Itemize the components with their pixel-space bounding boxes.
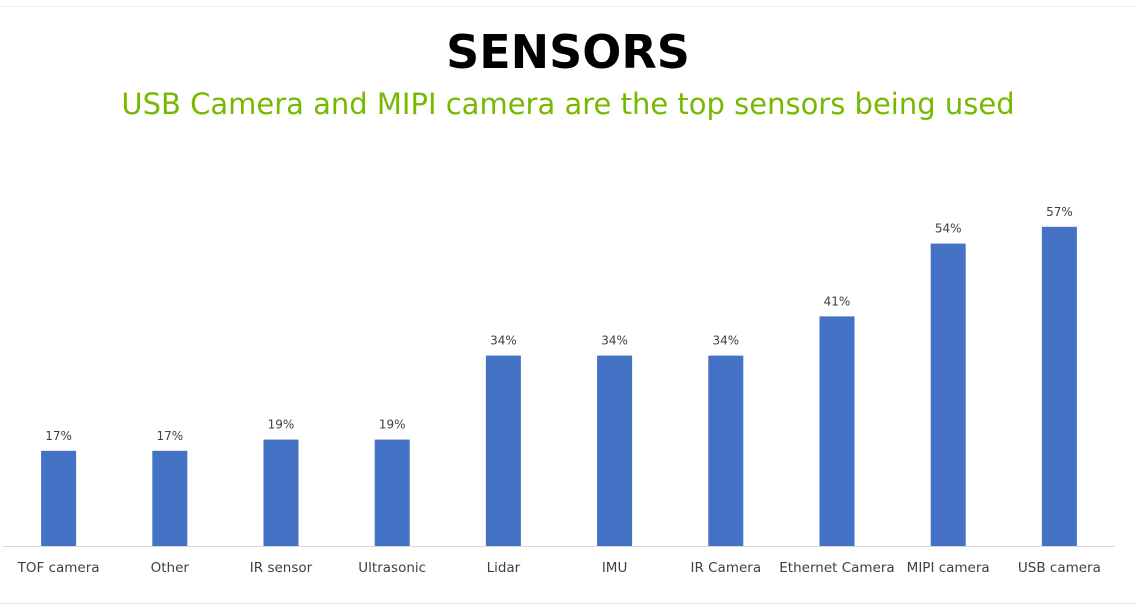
category-label: TOF camera	[17, 560, 100, 576]
value-label: 19%	[268, 418, 295, 432]
category-label: MIPI camera	[907, 560, 990, 576]
category-label: Ultrasonic	[358, 560, 426, 576]
bars-layer	[41, 226, 1077, 547]
bar-mipi-camera	[930, 243, 966, 546]
bar-ultrasonic	[374, 439, 410, 546]
bar-ir-camera	[708, 355, 744, 546]
value-label: 34%	[490, 334, 517, 348]
category-label: USB camera	[1018, 560, 1101, 576]
bar-ir-sensor	[263, 439, 299, 546]
value-label: 34%	[601, 334, 628, 348]
bar-imu	[597, 355, 633, 546]
category-label: Lidar	[487, 560, 521, 576]
bar-ethernet-camera	[819, 316, 855, 546]
value-label: 17%	[156, 429, 183, 443]
category-label: IR sensor	[250, 560, 313, 576]
page-title: SENSORS	[446, 25, 690, 79]
value-labels-layer: 17% 17% 19% 19% 34% 34% 34% 41% 54% 57%	[45, 205, 1072, 443]
category-label: IMU	[602, 560, 628, 576]
bar-lidar	[485, 355, 521, 546]
value-label: 19%	[379, 418, 406, 432]
value-label: 41%	[824, 294, 851, 308]
bottom-divider	[0, 603, 1136, 604]
category-label: Ethernet Camera	[779, 560, 894, 576]
bar-tof-camera	[41, 450, 77, 546]
value-label: 17%	[45, 429, 72, 443]
category-label: Other	[151, 560, 190, 576]
category-labels-layer: TOF camera Other IR sensor Ultrasonic Lidar I…	[17, 560, 1101, 576]
page-subtitle: USB Camera and MIPI camera are the top s…	[121, 87, 1015, 121]
value-label: 57%	[1046, 205, 1073, 219]
category-label: IR Camera	[690, 560, 761, 576]
bar-other	[152, 450, 188, 546]
bar-usb-camera	[1041, 226, 1077, 547]
top-divider	[0, 0, 1136, 7]
value-label: 54%	[935, 222, 962, 236]
value-label: 34%	[712, 334, 739, 348]
